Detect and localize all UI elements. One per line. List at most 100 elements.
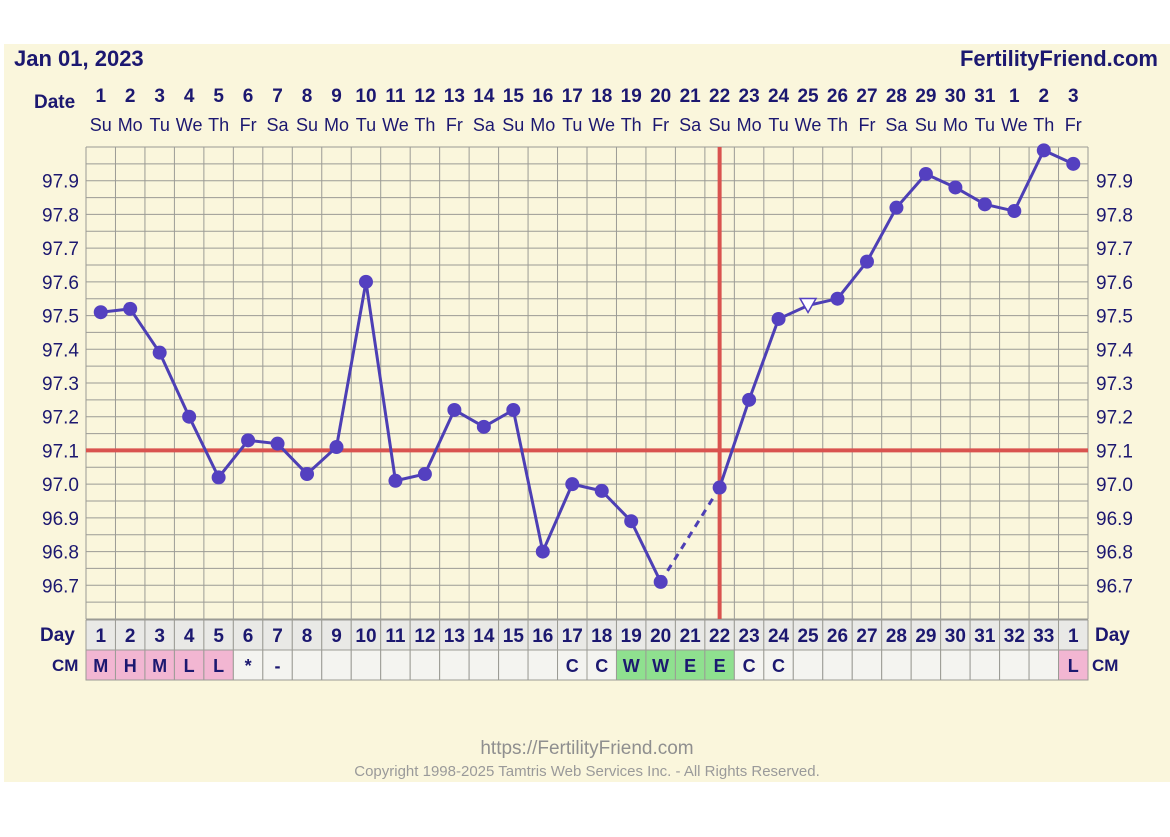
cm-label: C [566,656,579,676]
cm-label: C [772,656,785,676]
weekday-label: Mo [530,115,555,135]
weekday-label: Su [90,115,112,135]
temperature-point [948,180,963,195]
y-tick-label-right: 97.7 [1096,239,1133,260]
cm-cell [733,649,765,681]
date-label: 13 [444,86,465,107]
weekday-label: Tu [975,115,995,135]
cycle-day-cell [85,619,116,651]
cm-label: H [124,656,137,676]
temperature-segment [511,409,545,552]
cycle-day-label: 12 [414,626,435,647]
cycle-day-label: 31 [974,626,996,647]
date-label: 24 [768,86,790,107]
cycle-day-label: 11 [385,626,406,647]
cm-label: E [684,656,696,676]
weekday-label: Th [1033,115,1054,135]
cycle-day-label: 19 [621,626,642,647]
cycle-day-cell [999,619,1030,651]
y-tick-label-right: 97.8 [1096,205,1133,226]
footer-url[interactable]: https://FertilityFriend.com [480,738,693,759]
cycle-day-cell [881,619,912,651]
temperature-segment [865,206,898,263]
weekday-label: Th [414,115,435,135]
weekday-label: We [795,115,822,135]
cycle-day-label: 24 [768,626,790,647]
cm-cell [999,649,1030,681]
date-label: 8 [302,86,313,107]
cycle-day-label: 18 [591,626,612,647]
temperature-point [447,402,462,417]
cycle-day-cell [733,619,765,651]
weekday-label: Tu [768,115,788,135]
temperature-markers [93,143,1081,589]
temperature-point [152,345,167,360]
cm-cell [350,649,382,681]
cycle-day-cell [173,619,205,651]
cm-label: C [595,656,608,676]
cm-cell [1058,649,1089,681]
date-label: 31 [974,86,996,107]
temperature-segment [836,260,869,300]
weekday-label: Fr [858,115,875,135]
date-label: 7 [272,86,283,107]
cycle-day-label: 3 [154,626,165,647]
weekday-label: Tu [150,115,170,135]
weekday-label: Th [208,115,229,135]
weekday-label: Sa [679,115,702,135]
cycle-day-cell [291,619,323,651]
temperature-segment [187,416,220,479]
cm-cell [557,649,588,681]
cycle-day-label: 1 [95,626,106,647]
cm-label: * [245,656,252,676]
cycle-day-label: 28 [886,626,907,647]
y-tick-label-left: 97.8 [42,205,79,226]
temperature-point [123,301,138,316]
cm-cell [203,649,234,681]
y-tick-label-right: 97.5 [1096,307,1133,328]
cycle-day-label: 9 [331,626,342,647]
weekday-label: We [1001,115,1028,135]
y-tick-label-right: 97.4 [1096,340,1133,361]
date-label: 22 [709,86,730,107]
cm-cell [232,649,264,681]
weekday-label: Mo [737,115,762,135]
cycle-day-label: 5 [213,626,224,647]
cm-cell [409,649,441,681]
y-tick-label-right: 97.0 [1096,475,1133,496]
date-label: 2 [1039,86,1050,107]
y-axis-right: 96.7 96.8 96.9 97.0 97.1 97.2 97.3 97.4 97.5 97.6… [1096,172,1133,598]
cycle-day-label: 16 [532,626,553,647]
y-tick-label-right: 97.6 [1096,273,1133,294]
date-label: 20 [650,86,671,107]
date-label: 11 [385,86,406,107]
cm-label: - [275,656,281,676]
temperature-point [712,480,727,495]
cm-row-label: CM [52,656,78,675]
temperature-point [1036,143,1051,158]
cycle-day-label: 21 [680,626,702,647]
cm-cell [498,649,529,681]
temperature-segment [600,489,633,523]
date-label: 16 [532,86,553,107]
temperature-segment [128,307,161,354]
temperature-point [270,436,285,451]
temperature-segment [629,520,663,583]
site-name: FertilityFriend.com [960,46,1158,71]
cm-label: E [714,656,726,676]
temperature-point [594,483,609,498]
cycle-day-cell [350,619,382,651]
y-tick-label-left: 96.7 [42,576,79,597]
cycle-day-label: 25 [797,626,819,647]
temperature-point [653,574,668,589]
y-tick-label-right: 97.3 [1096,374,1133,395]
y-axis-left: 96.7 96.8 96.9 97.0 97.1 97.2 97.3 97.4 97.5 97.6… [42,172,79,598]
date-label: 23 [739,86,760,107]
date-label: 18 [591,86,612,107]
weekday-label: Fr [1065,115,1082,135]
temperature-point [417,467,432,482]
weekday-label: Sa [885,115,908,135]
weekday-label: Mo [324,115,349,135]
date-label: 5 [213,86,224,107]
temperature-point [565,477,580,492]
